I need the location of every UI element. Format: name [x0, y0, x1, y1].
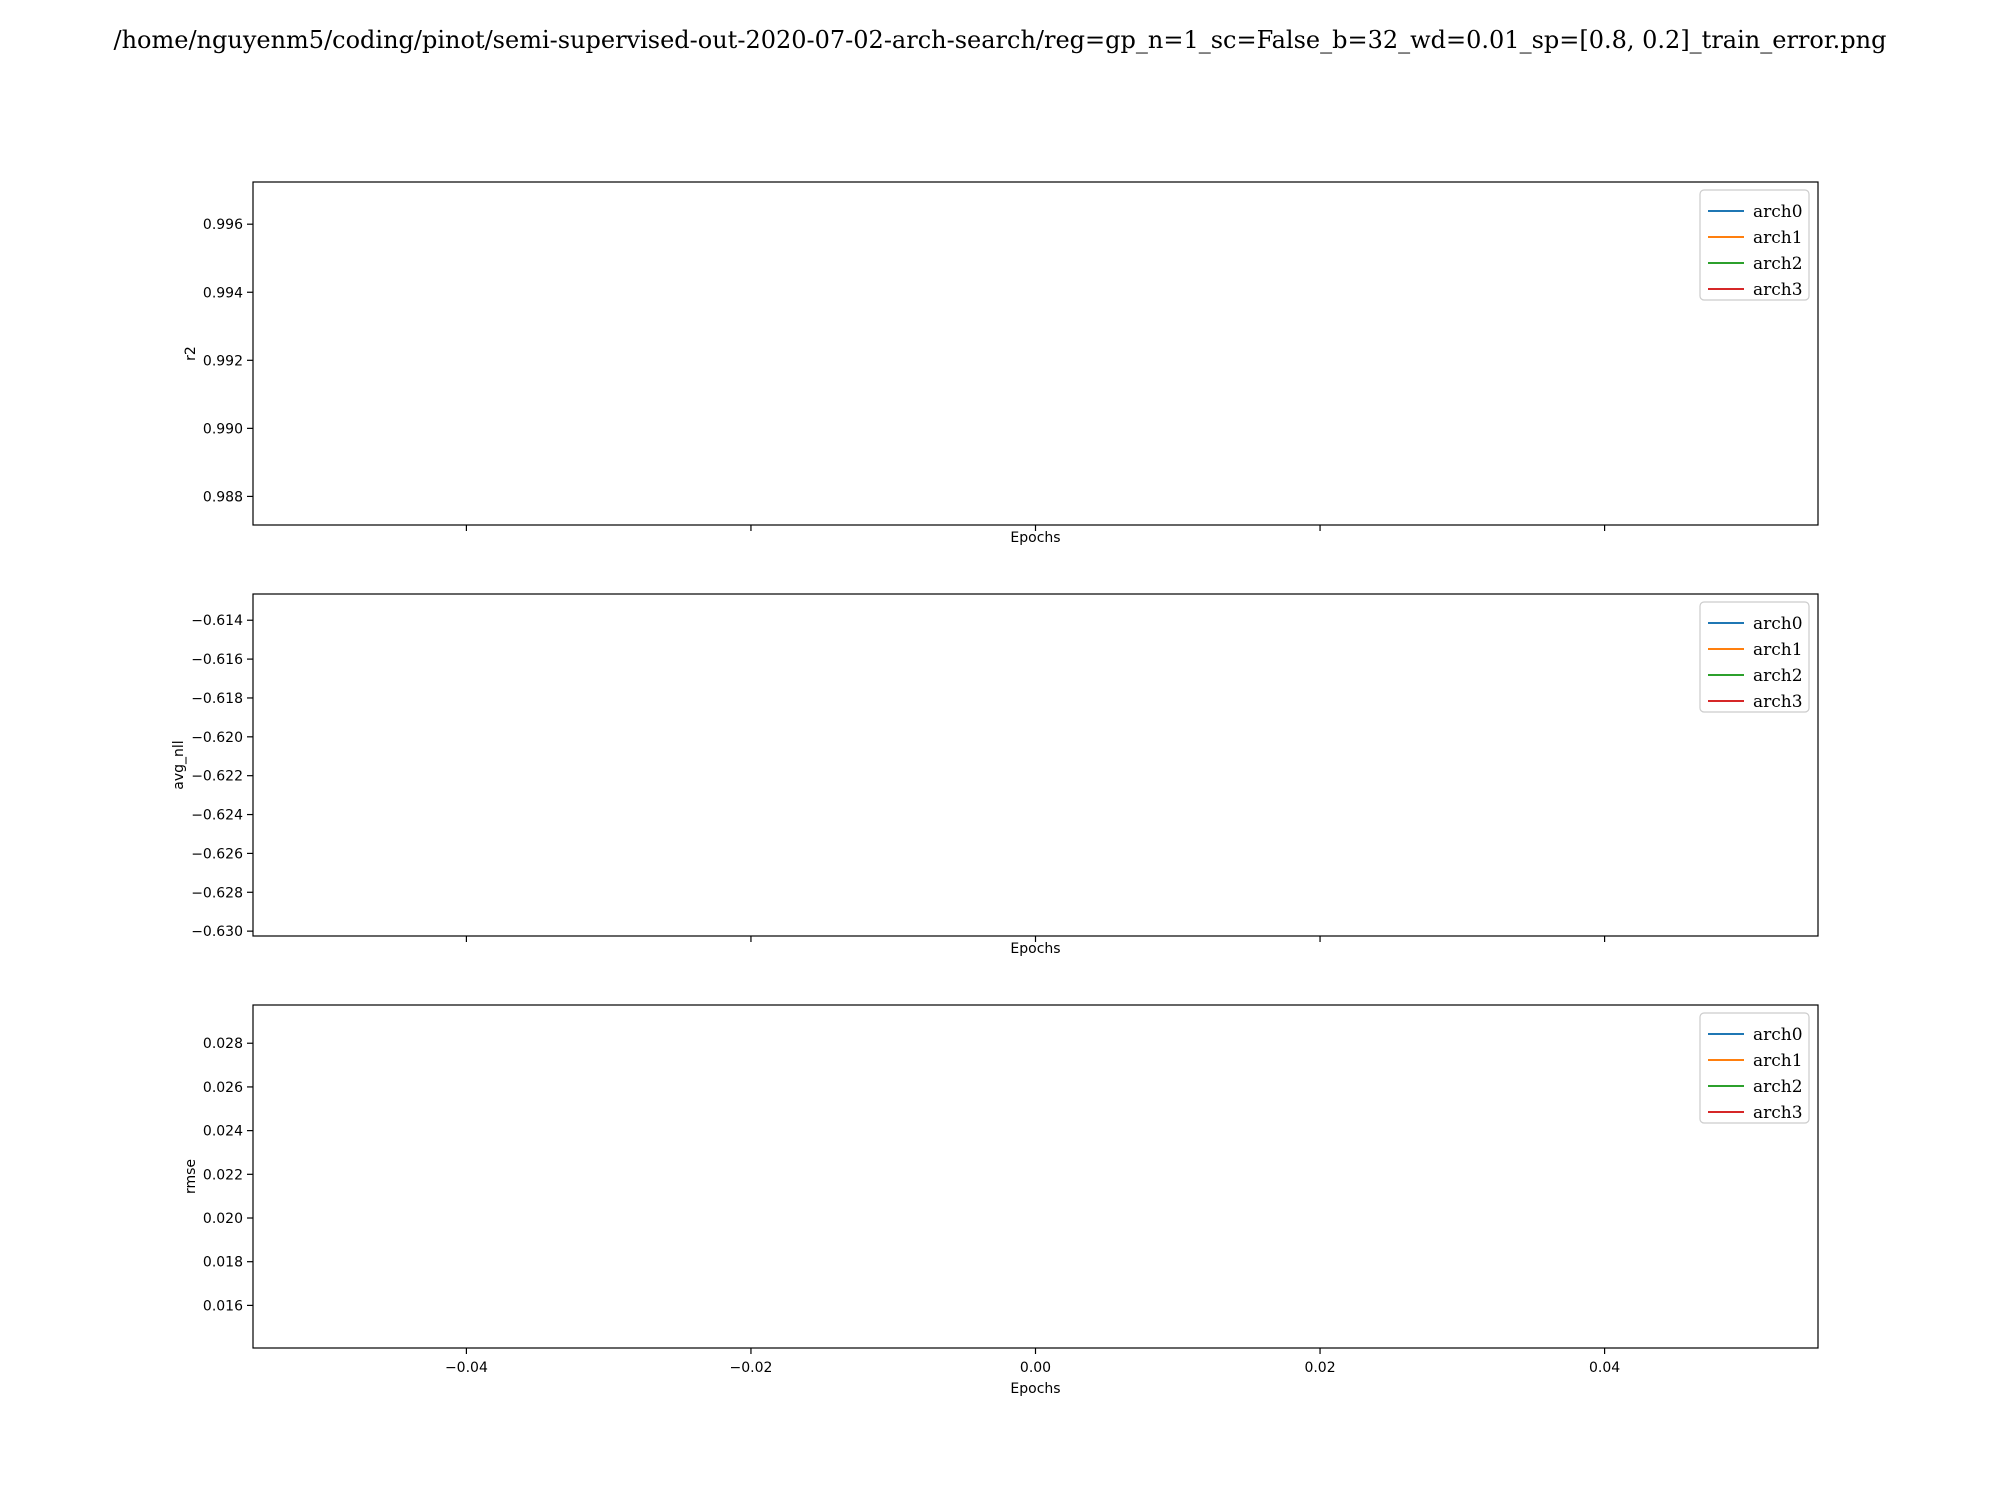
legend-box — [1699, 189, 1810, 301]
subplot-r2: 0.9880.9900.9920.9940.996Epochsr2arch0ar… — [183, 181, 1819, 546]
legend-label-arch2: arch2 — [1753, 1077, 1803, 1097]
y-tick-label: −0.616 — [191, 652, 243, 668]
y-tick-label: 0.028 — [203, 1036, 243, 1052]
x-tick-label: −0.02 — [730, 1360, 773, 1376]
subplot-rmse: 0.016 0.018 0.020 0.022 0.024 0.026 0.028 −0.04… — [183, 1004, 1819, 1397]
x-tick-label: −0.04 — [445, 1360, 488, 1376]
y-tick-label: 0.024 — [203, 1124, 243, 1140]
plot-frame — [252, 181, 1819, 526]
y-axis-label: r2 — [183, 346, 199, 361]
legend-label-arch1: arch1 — [1753, 228, 1803, 248]
x-tick-label: 0.02 — [1304, 1360, 1335, 1376]
legend-box — [1699, 1012, 1810, 1124]
x-axis-label: Epochs — [1010, 530, 1060, 546]
x-tick-label: 0.04 — [1589, 1360, 1620, 1376]
legend-label-arch1: arch1 — [1753, 640, 1803, 660]
plot-frame — [252, 593, 1819, 937]
legend: arch0 arch1 arch2 arch3 — [1699, 189, 1810, 301]
legend-label-arch0: arch0 — [1753, 202, 1803, 222]
legend-label-arch0: arch0 — [1753, 614, 1803, 634]
y-tick-label: −0.614 — [191, 613, 243, 629]
legend-label-arch1: arch1 — [1753, 1051, 1803, 1071]
subplot-avg_nll: −0.630 −0.628 −0.626 −0.624 −0.622 −0.620 −0.6… — [171, 593, 1819, 957]
y-tick-label: −0.620 — [191, 730, 243, 746]
y-tick-label: −0.628 — [191, 885, 243, 901]
legend-box — [1699, 601, 1810, 713]
plot-frame — [252, 1004, 1819, 1349]
y-tick-label: 0.988 — [203, 489, 243, 505]
legend-label-arch3: arch3 — [1753, 280, 1803, 300]
legend-label-arch3: arch3 — [1753, 692, 1803, 712]
legend-label-arch0: arch0 — [1753, 1025, 1803, 1045]
y-tick-label: −0.630 — [191, 924, 243, 940]
y-tick-label: 0.992 — [203, 353, 243, 369]
y-tick-label: 0.018 — [203, 1255, 243, 1271]
y-tick-label: −0.618 — [191, 691, 243, 707]
x-axis-label: Epochs — [1010, 1381, 1060, 1397]
y-tick-label: −0.624 — [191, 808, 243, 824]
legend-label-arch3: arch3 — [1753, 1103, 1803, 1123]
legend: arch0 arch1 arch2 arch3 — [1699, 601, 1810, 713]
legend: arch0 arch1 arch2 arch3 — [1699, 1012, 1810, 1124]
x-tick-label: 0.00 — [1020, 1360, 1051, 1376]
y-axis-label: avg_nll — [171, 740, 187, 789]
y-tick-label: 0.016 — [203, 1298, 243, 1314]
y-tick-label: 0.020 — [203, 1211, 243, 1227]
legend-label-arch2: arch2 — [1753, 254, 1803, 274]
y-axis-label: rmse — [183, 1159, 199, 1194]
legend-label-arch2: arch2 — [1753, 666, 1803, 686]
y-tick-label: 0.022 — [203, 1167, 243, 1183]
y-tick-label: 0.990 — [203, 421, 243, 437]
y-tick-label: −0.622 — [191, 769, 243, 785]
figure-title: /home/nguyenm5/coding/pinot/semi-supervi… — [114, 26, 1887, 54]
subplots: 0.9880.9900.9920.9940.996Epochsr2arch0ar… — [171, 181, 1819, 1397]
x-axis-label: Epochs — [1010, 941, 1060, 957]
y-tick-label: 0.994 — [203, 285, 243, 301]
y-tick-label: 0.996 — [203, 217, 243, 233]
y-tick-label: −0.626 — [191, 846, 243, 862]
y-tick-label: 0.026 — [203, 1080, 243, 1096]
